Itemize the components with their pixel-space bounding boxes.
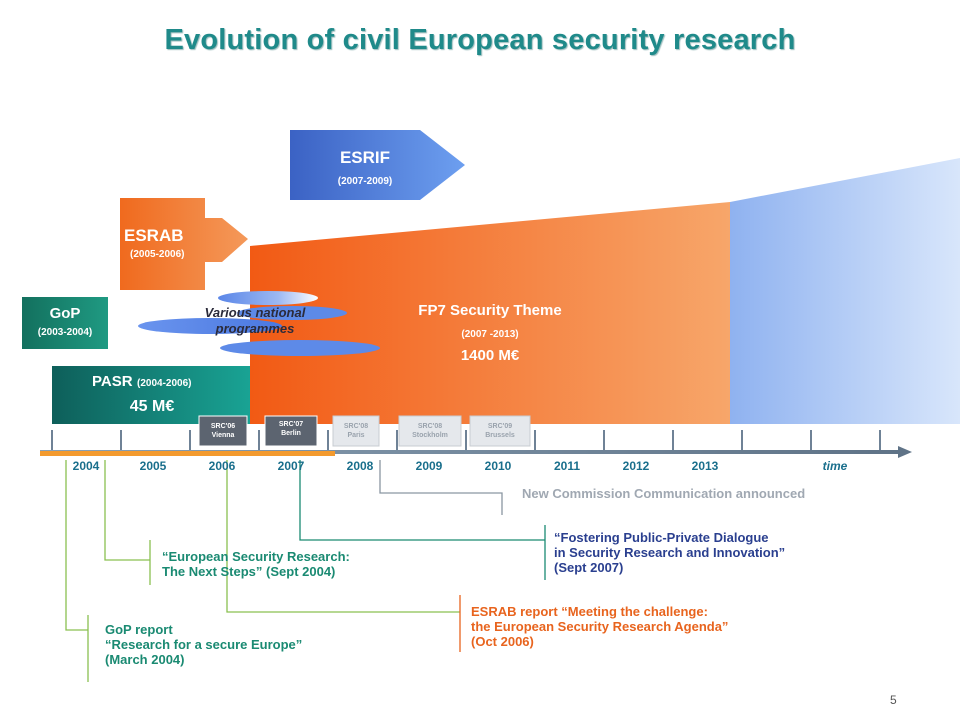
connector-esrab-report bbox=[226, 460, 460, 613]
pasr-label: PASR bbox=[92, 373, 133, 390]
fp7-label: FP7 Security Theme bbox=[418, 302, 562, 319]
future-tail bbox=[730, 158, 960, 424]
timeline-highlight bbox=[40, 451, 335, 456]
esrab-years: (2005-2006) bbox=[130, 249, 185, 260]
src-vienna-box bbox=[198, 415, 248, 447]
esrab-arrow bbox=[120, 198, 248, 290]
national-ellipse-1 bbox=[218, 291, 318, 305]
year-label: 2012 bbox=[622, 459, 650, 473]
year-label: 2004 bbox=[72, 459, 100, 473]
src-berlin: SRC'07 Berlin bbox=[265, 420, 317, 438]
year-label: 2010 bbox=[484, 459, 512, 473]
fp7-area bbox=[250, 202, 730, 424]
page-title: Evolution of civil European security res… bbox=[164, 24, 796, 56]
esrif-label: ESRIF bbox=[339, 148, 391, 167]
note-new-communication: New Commission Communication announced bbox=[522, 486, 806, 501]
year-label: 2008 bbox=[346, 459, 374, 473]
note-esr-next-steps: “European Security Research: The Next St… bbox=[162, 549, 350, 579]
year-label: 2013 bbox=[691, 459, 719, 473]
src-stockholm-city: Stockholm bbox=[412, 432, 448, 439]
src-stockholm-title: SRC'08 bbox=[417, 423, 443, 430]
note-fostering-dialogue: “Fostering Public-Private Dialogue in Se… bbox=[554, 530, 786, 575]
src-paris-title: SRC'08 bbox=[343, 423, 369, 430]
pasr-years: (2004-2006) bbox=[137, 378, 192, 389]
gop-years: (2003-2004) bbox=[37, 327, 93, 338]
connector-fostering bbox=[299, 460, 545, 541]
gop-box bbox=[22, 297, 108, 349]
src-berlin-title: SRC'07 bbox=[278, 421, 304, 428]
note-gop-report: GoP report “Research for a secure Europe… bbox=[105, 622, 303, 667]
timeline-arrowhead bbox=[898, 446, 912, 458]
src-vienna: SRC'06 Vienna bbox=[199, 422, 247, 440]
src-brussels-title: SRC'09 bbox=[487, 423, 513, 430]
src-paris: SRC'08 Paris bbox=[333, 422, 379, 440]
pasr-heading: PASR (2004-2006) bbox=[92, 373, 192, 391]
national-line-2: programmes bbox=[215, 321, 295, 336]
national-line-1: Various national bbox=[204, 305, 306, 320]
page-number: 5 bbox=[890, 693, 897, 707]
src-vienna-city: Vienna bbox=[211, 432, 235, 439]
note-esrab-report: ESRAB report “Meeting the challenge: the… bbox=[471, 604, 729, 649]
src-stockholm-box bbox=[398, 415, 462, 447]
src-berlin-city: Berlin bbox=[281, 430, 301, 437]
esrif-years: (2007-2009) bbox=[337, 176, 393, 187]
connector-esr-next bbox=[104, 460, 150, 561]
national-ellipse-3 bbox=[138, 318, 282, 334]
src-stockholm: SRC'08 Stockholm bbox=[399, 422, 461, 440]
year-label: 2005 bbox=[139, 459, 167, 473]
year-label: 2009 bbox=[415, 459, 443, 473]
src-berlin-box bbox=[264, 415, 318, 447]
src-brussels-city: Brussels bbox=[485, 432, 515, 439]
gop-label: GoP bbox=[49, 305, 81, 322]
src-brussels-box bbox=[469, 415, 531, 447]
src-paris-box bbox=[332, 415, 380, 447]
national-ellipse-4 bbox=[220, 340, 380, 356]
fp7-years: (2007 -2013) bbox=[461, 329, 519, 340]
esrif-arrow bbox=[290, 130, 465, 200]
connector-gop-report bbox=[65, 460, 88, 631]
year-label: 2007 bbox=[277, 459, 305, 473]
connector-new-comm bbox=[379, 460, 503, 515]
timeline-axis bbox=[40, 450, 900, 454]
axis-time-label: time bbox=[822, 459, 848, 473]
src-paris-city: Paris bbox=[347, 432, 365, 439]
src-brussels: SRC'09 Brussels bbox=[470, 422, 530, 440]
fp7-amount: 1400 M€ bbox=[460, 347, 520, 364]
pasr-amount: 45 M€ bbox=[129, 398, 175, 415]
timeline-ticks bbox=[51, 430, 881, 450]
year-label: 2006 bbox=[208, 459, 236, 473]
src-vienna-title: SRC'06 bbox=[210, 423, 236, 430]
year-label: 2011 bbox=[553, 459, 581, 473]
national-programmes-label: Various national programmes bbox=[180, 305, 330, 337]
pasr-box bbox=[52, 366, 250, 424]
esrab-label: ESRAB bbox=[124, 226, 184, 245]
national-ellipse-2 bbox=[237, 306, 347, 320]
